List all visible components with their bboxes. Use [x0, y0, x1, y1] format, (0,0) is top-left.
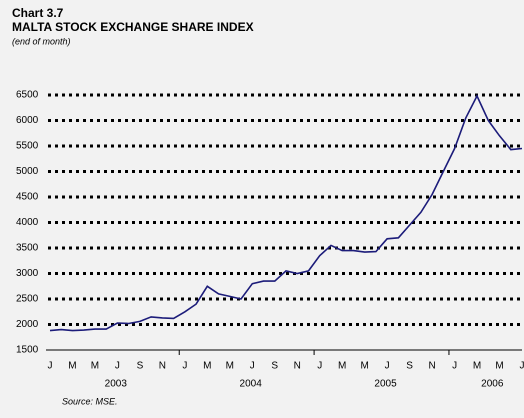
year-label: 2003 — [105, 379, 128, 390]
year-label: 2004 — [240, 379, 263, 390]
y-tick-label: 5000 — [16, 166, 39, 177]
y-tick-label: 3500 — [16, 243, 39, 254]
x-tick-label: S — [406, 361, 413, 372]
y-tick-label: 2000 — [16, 319, 39, 330]
series-line — [49, 94, 523, 332]
x-tick-label: J — [182, 361, 187, 372]
chart-subtitle: (end of month) — [12, 36, 71, 46]
chart-number: Chart 3.7 — [12, 6, 64, 20]
source-note: Source: MSE. — [62, 396, 118, 406]
y-tick-label: 6500 — [16, 90, 39, 101]
year-label: 2005 — [374, 379, 397, 390]
y-tick-label: 3000 — [16, 268, 39, 279]
x-tick-label: N — [428, 361, 435, 372]
x-tick-label: M — [360, 361, 368, 372]
y-tick-label: 5500 — [16, 141, 39, 152]
x-tick-label: M — [91, 361, 99, 372]
y-tick-label: 1500 — [16, 345, 39, 356]
x-tick-label: J — [520, 361, 524, 372]
x-tick-label: J — [250, 361, 255, 372]
x-tick-label: M — [495, 361, 503, 372]
year-label: 2006 — [481, 379, 504, 390]
y-tick-label: 2500 — [16, 294, 39, 305]
x-tick-label: M — [203, 361, 211, 372]
y-tick-label: 4000 — [16, 217, 39, 228]
x-tick-label: M — [473, 361, 481, 372]
x-tick-label: S — [137, 361, 144, 372]
y-tick-label: 6000 — [16, 115, 39, 126]
x-tick-label: N — [294, 361, 301, 372]
x-tick-label: J — [48, 361, 53, 372]
x-tick-label: M — [226, 361, 234, 372]
chart-title: MALTA STOCK EXCHANGE SHARE INDEX — [12, 20, 254, 34]
y-tick-label: 4500 — [16, 192, 39, 203]
x-tick-label: M — [338, 361, 346, 372]
x-tick-label: J — [115, 361, 120, 372]
x-tick-label: N — [159, 361, 166, 372]
x-tick-label: J — [385, 361, 390, 372]
x-tick-label: J — [317, 361, 322, 372]
x-tick-label: J — [452, 361, 457, 372]
x-tick-label: M — [68, 361, 76, 372]
x-tick-label: S — [271, 361, 278, 372]
